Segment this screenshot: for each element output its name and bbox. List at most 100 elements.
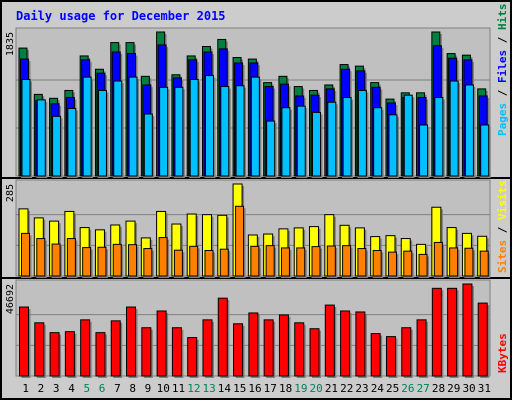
- pages-bar: [312, 111, 322, 177]
- x-tick-label: 7: [114, 382, 121, 395]
- pages-bar: [82, 76, 92, 177]
- pages-bar: [250, 76, 260, 177]
- sites-bar: [403, 250, 413, 277]
- sites-bar: [311, 246, 321, 277]
- kbytes-bar: [49, 332, 60, 377]
- x-tick-label: 28: [432, 382, 445, 395]
- sites-bar: [158, 237, 168, 277]
- x-tick-label: 5: [83, 382, 90, 395]
- pages-bar: [419, 124, 429, 177]
- sites-bar: [21, 232, 30, 277]
- sites-bar: [235, 205, 245, 277]
- sites-bar: [418, 253, 428, 277]
- x-tick-label: 27: [417, 382, 430, 395]
- pages-bar: [189, 78, 199, 177]
- kbytes-bar: [95, 332, 106, 377]
- x-tick-label: 8: [129, 382, 136, 395]
- sites-bar: [128, 244, 138, 277]
- x-tick-label: 31: [478, 382, 491, 395]
- pages-bar: [449, 80, 459, 177]
- pages-bar: [52, 115, 62, 177]
- x-tick-label: 3: [53, 382, 60, 395]
- pages-bar: [434, 97, 444, 177]
- x-tick-label: 19: [294, 382, 307, 395]
- x-tick-label: 18: [279, 382, 292, 395]
- pages-bar: [97, 89, 107, 177]
- kbytes-bar: [126, 306, 137, 377]
- kbytes-bar: [217, 297, 228, 377]
- legend-hits-files-pages: Pages / Files / Hits: [496, 4, 509, 137]
- sites-bar: [357, 248, 367, 277]
- kbytes-bar: [340, 310, 351, 377]
- x-tick-label: 6: [99, 382, 106, 395]
- pages-bar: [373, 107, 383, 177]
- sites-bar: [82, 247, 92, 277]
- pages-bar: [235, 85, 245, 177]
- legend-separator: /: [496, 220, 509, 240]
- pages-bar: [220, 86, 230, 177]
- kbytes-bar: [141, 327, 152, 377]
- pages-bar: [174, 86, 184, 177]
- x-tick-label: 29: [447, 382, 460, 395]
- sites-bar: [143, 248, 153, 277]
- kbytes-bar: [248, 312, 259, 377]
- pages-bar: [143, 113, 153, 177]
- x-tick-label: 10: [157, 382, 170, 395]
- pages-bar: [204, 75, 214, 177]
- x-tick-label: 26: [401, 382, 414, 395]
- chart-title: Daily usage for December 2015: [16, 9, 226, 23]
- pages-bar: [266, 120, 276, 177]
- x-tick-label: 17: [264, 382, 277, 395]
- legend-kbytes: KBytes: [496, 333, 509, 373]
- kbytes-bar: [19, 306, 29, 377]
- kbytes-bar: [401, 327, 412, 377]
- sites-bar: [280, 247, 290, 277]
- kbytes-bar: [202, 319, 213, 377]
- x-tick-label: 14: [218, 382, 232, 395]
- sites-bar: [372, 249, 382, 277]
- x-tick-label: 20: [310, 382, 323, 395]
- sites-bar: [342, 245, 352, 277]
- x-tick-label: 13: [203, 382, 216, 395]
- kbytes-bar: [80, 319, 91, 377]
- kbytes-bar: [462, 283, 473, 377]
- pages-bar: [464, 84, 474, 177]
- pages-bar: [159, 86, 169, 177]
- legend-item: KBytes: [496, 333, 509, 373]
- kbytes-bar: [156, 310, 167, 377]
- sites-bar: [449, 247, 459, 277]
- sites-bar: [250, 245, 260, 277]
- x-tick-label: 4: [68, 382, 75, 395]
- kbytes-bar: [278, 314, 289, 377]
- kbytes-bar: [355, 311, 366, 377]
- legend-separator: /: [496, 30, 509, 50]
- sites-bar: [296, 247, 306, 277]
- kbytes-bar: [187, 337, 198, 377]
- x-tick-label: 23: [355, 382, 368, 395]
- sites-bar: [51, 243, 61, 277]
- x-tick-label: 21: [325, 382, 338, 395]
- x-tick-label: 24: [371, 382, 385, 395]
- legend-item: Hits: [496, 4, 509, 31]
- kbytes-bar: [263, 319, 274, 377]
- kbytes-bar: [171, 327, 182, 377]
- kbytes-bar: [370, 333, 381, 377]
- x-tick-label: 22: [340, 382, 353, 395]
- x-tick-label: 9: [145, 382, 152, 395]
- sites-bar: [464, 247, 474, 277]
- kbytes-bar: [34, 322, 45, 377]
- pages-bar: [403, 94, 413, 177]
- pages-bar: [388, 114, 398, 177]
- pages-bar: [21, 78, 31, 177]
- pages-bar: [128, 76, 138, 177]
- legend-item: Visits: [496, 180, 509, 220]
- sites-bar: [479, 250, 489, 277]
- y-max-label-visits-sites: 285: [5, 184, 16, 202]
- legend-item: Pages: [496, 103, 509, 136]
- kbytes-bar: [309, 328, 320, 377]
- sites-bar: [265, 245, 275, 277]
- pages-bar: [113, 80, 123, 177]
- pages-bar: [480, 124, 490, 177]
- sites-bar: [433, 241, 443, 277]
